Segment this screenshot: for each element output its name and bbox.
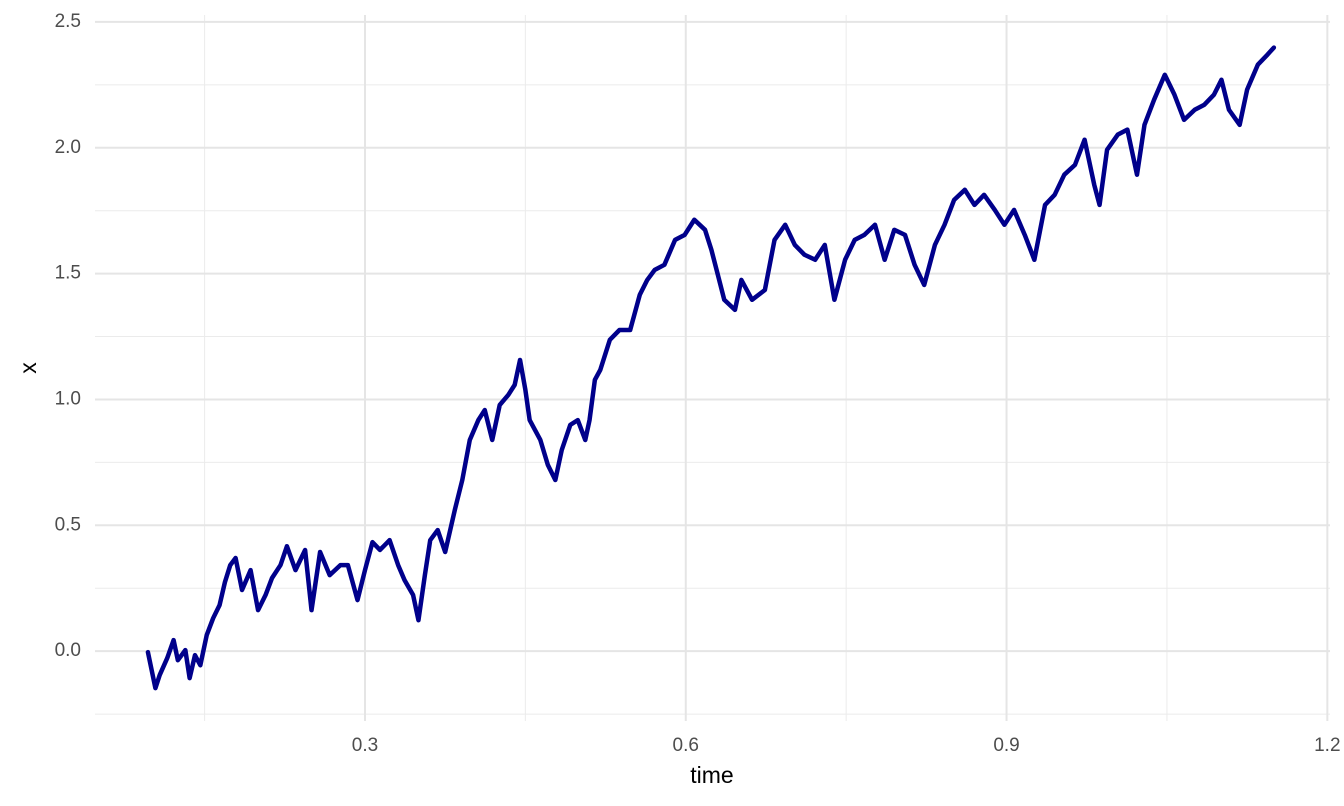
x-tick-label: 0.9: [993, 735, 1019, 756]
line: [145, 45, 1277, 691]
y-tick-label: 2.0: [55, 137, 81, 158]
grid: [95, 15, 1330, 721]
x-tick-label: 0.6: [673, 735, 699, 756]
y-tick-label: 1.5: [55, 263, 81, 284]
x-axis-title: time: [690, 762, 733, 788]
x-tick-label: 1.2: [1314, 735, 1340, 756]
y-tick-label: 1.0: [55, 388, 81, 409]
y-tick-label: 0.5: [55, 514, 81, 535]
ticks: 0.3 0.6 0.9 1.2 0.0 0.5 1.0 1.5 2.0 2.5: [55, 11, 1341, 756]
y-axis-title: x: [15, 362, 41, 374]
y-tick-label: 0.0: [55, 640, 81, 661]
x-tick-label: 0.3: [352, 735, 378, 756]
y-tick-label: 2.5: [55, 11, 81, 32]
